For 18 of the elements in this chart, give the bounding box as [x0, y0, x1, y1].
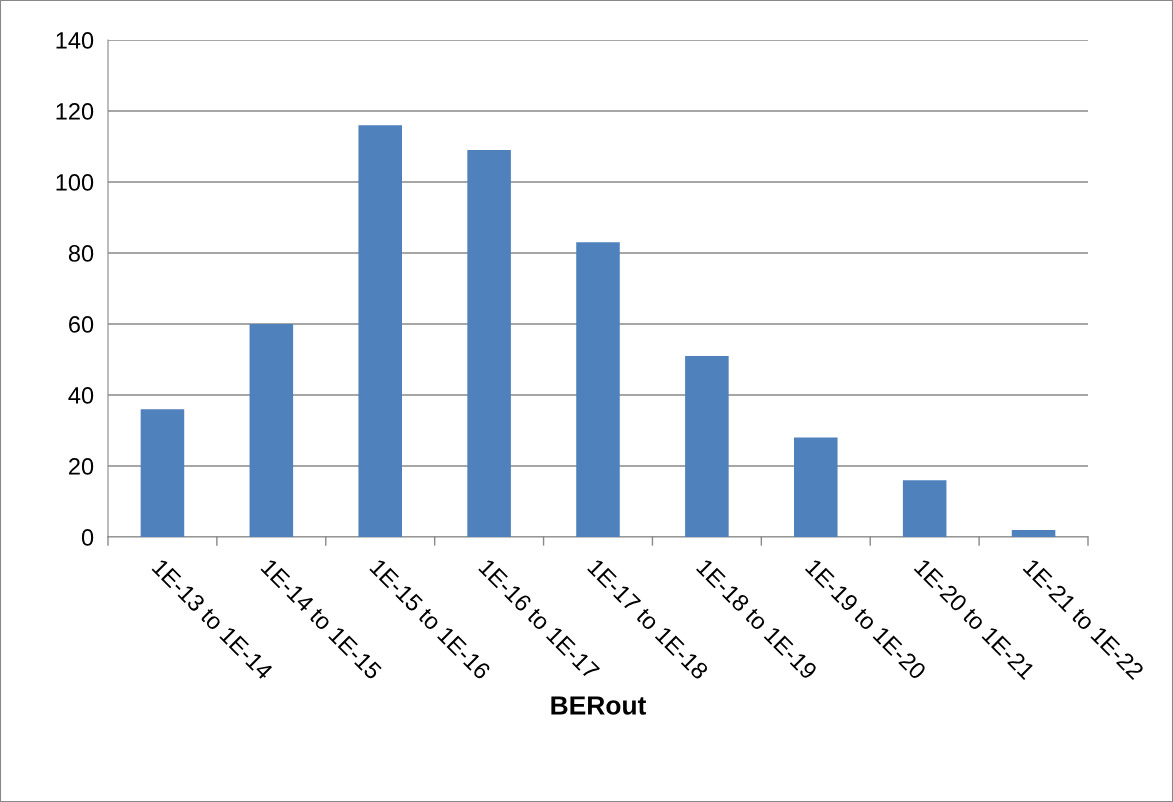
- y-tick-label: 80: [68, 245, 94, 262]
- x-axis-title: BERout: [551, 696, 647, 715]
- y-tick-label: 60: [69, 316, 94, 333]
- bar: [685, 355, 729, 537]
- bar: [467, 150, 511, 537]
- bar: [249, 324, 294, 537]
- y-tick-label: 120: [56, 103, 94, 120]
- bar: [576, 242, 620, 537]
- y-tick-label: 0: [81, 529, 94, 546]
- bar: [358, 125, 402, 537]
- bar: [140, 409, 185, 537]
- bar: [794, 437, 838, 537]
- y-tick-label: 100: [56, 174, 94, 191]
- bar: [902, 480, 947, 537]
- y-tick-label: 20: [69, 458, 94, 475]
- y-tick-label: 40: [68, 387, 94, 404]
- bar: [1011, 529, 1056, 537]
- y-tick-label: 140: [56, 32, 94, 49]
